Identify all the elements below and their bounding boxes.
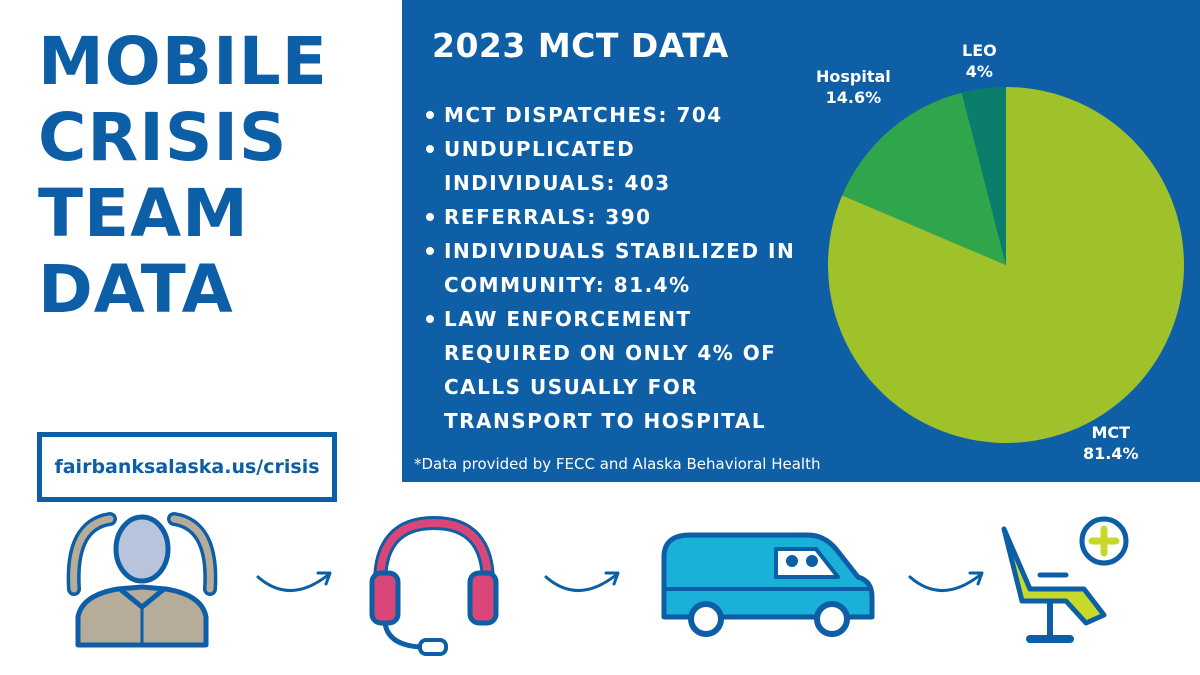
title-line: DATA [38,251,234,328]
pie-label-leo: LEO 4% [962,40,997,82]
arrow-head-icon [968,571,984,586]
panel-title: 2023 MCT DATA [432,26,729,65]
title-line: MOBILE [38,23,328,100]
arrow-head-icon [604,571,620,586]
stats-list: MCT DISPATCHES: 704 UNDUPLICATED INDIVID… [424,98,804,438]
url-box[interactable]: fairbanksalaska.us/crisis [37,432,337,502]
data-panel: 2023 MCT DATA MCT DISPATCHES: 704 UNDUPL… [402,0,1200,482]
arrow-icon [256,573,330,592]
pie-slice-hospital [842,92,1006,265]
slice-value: 4% [965,62,993,81]
stat-item: INDIVIDUALS STABILIZED IN COMMUNITY: 81.… [424,234,804,302]
slice-name: MCT [1091,423,1131,442]
title-line: TEAM [38,175,249,252]
slice-value: 14.6% [825,88,882,107]
medical-chair-icon [1001,516,1129,643]
van-icon [661,532,875,637]
url-link[interactable]: fairbanksalaska.us/crisis [54,456,320,478]
stressed-person-icon [66,512,218,648]
stat-item: UNDUPLICATED INDIVIDUALS: 403 [424,132,804,200]
slice-name: LEO [962,41,997,60]
title-line: CRISIS [38,99,288,176]
stat-item: LAW ENFORCEMENT REQUIRED ON ONLY 4% OF C… [424,302,804,438]
pie-slice-leo [961,87,1006,265]
pie-label-mct: MCT 81.4% [1083,422,1139,464]
stat-item: MCT DISPATCHES: 704 [424,98,804,132]
page-title: MOBILE CRISIS TEAM DATA [38,24,378,328]
arrow-head-icon [316,571,332,586]
pie-chart [828,87,1184,443]
headset-icon [369,515,499,656]
pie-label-hospital: Hospital 14.6% [816,66,891,108]
process-flow [66,512,1129,656]
stat-item: REFERRALS: 390 [424,200,804,234]
slice-name: Hospital [816,67,891,86]
arrow-icon [908,573,982,592]
slice-value: 81.4% [1083,444,1139,463]
footnote: *Data provided by FECC and Alaska Behavi… [414,455,821,473]
arrow-icon [544,573,618,592]
